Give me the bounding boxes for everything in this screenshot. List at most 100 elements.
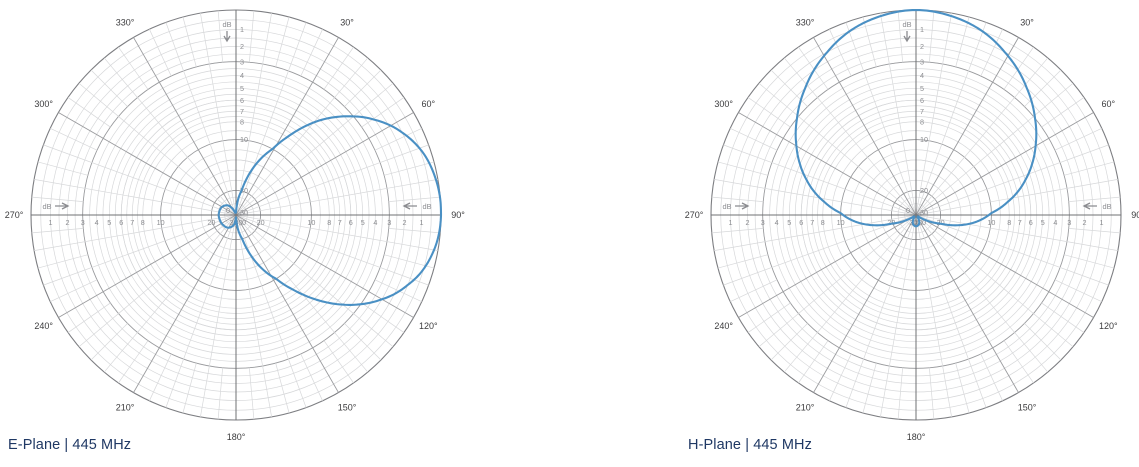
- radial-zero-label: 0: [922, 218, 926, 227]
- radial-tick-label-left: 6: [799, 218, 803, 227]
- radial-tick-label-vertical: 6: [240, 96, 244, 105]
- radial-tick-label-right: 10: [987, 218, 995, 227]
- radial-tick-label-vertical: 30: [920, 208, 928, 217]
- radiation-pattern-trace: [794, 8, 1038, 228]
- radial-tick-label-vertical: 7: [240, 107, 244, 116]
- radial-tick-label-left: 3: [761, 218, 765, 227]
- radial-tick-label-left: 1: [49, 218, 53, 227]
- radial-tick-label-right: 5: [1041, 218, 1045, 227]
- radial-tick-label-vertical: 30: [240, 208, 248, 217]
- e-plane-caption: E-Plane | 445 MHz: [8, 437, 132, 453]
- radial-tick-label-right: 6: [1029, 218, 1033, 227]
- radial-tick-label-right: 30: [235, 218, 243, 227]
- radial-tick-label-right: 5: [361, 218, 365, 227]
- radial-tick-label-left: 4: [95, 218, 99, 227]
- radial-tick-label-right: 6: [349, 218, 353, 227]
- radial-tick-label-left: 5: [787, 218, 791, 227]
- radial-tick-label-right: 1: [420, 218, 424, 227]
- angle-tick-label: 90°: [1131, 210, 1139, 220]
- radial-tick-label-left: 8: [821, 218, 825, 227]
- radial-tick-label-right: 1: [1100, 218, 1104, 227]
- angle-tick-label: 60°: [421, 99, 435, 109]
- radial-tick-label-vertical: 8: [240, 117, 244, 126]
- angle-tick-label: 240°: [714, 321, 733, 331]
- radial-tick-label-left: 4: [775, 218, 779, 227]
- angle-tick-label: 270°: [685, 210, 704, 220]
- angle-tick-label: 330°: [116, 18, 135, 28]
- radial-tick-label-right: 2: [1083, 218, 1087, 227]
- radial-tick-label-left: 2: [746, 218, 750, 227]
- radial-tick-label-left: 6: [119, 218, 123, 227]
- db-axis-label-left: dB: [42, 202, 51, 211]
- radial-tick-label-vertical: 2: [920, 42, 924, 51]
- radial-tick-label-right: 2: [403, 218, 407, 227]
- angle-tick-label: 30°: [340, 18, 354, 28]
- radial-zero-label: 0: [226, 206, 230, 215]
- radial-tick-label-vertical: 4: [240, 71, 244, 80]
- e-plane-polar-svg: 0°30°60°90°120°150°180°210°240°270°300°3…: [5, 9, 465, 440]
- angle-tick-label: 60°: [1101, 99, 1115, 109]
- radial-tick-label-vertical: 20: [920, 186, 928, 195]
- angle-tick-label: 270°: [5, 210, 24, 220]
- angle-tick-label: 180°: [227, 432, 246, 440]
- h-plane-polar-plot: 0°30°60°90°120°150°180°210°240°270°300°3…: [680, 0, 1139, 440]
- radial-tick-label-vertical: 2: [240, 42, 244, 51]
- radial-zero-label: 0: [242, 218, 246, 227]
- angle-tick-label: 120°: [419, 321, 438, 331]
- radial-tick-label-vertical: 20: [240, 186, 248, 195]
- radial-tick-label-vertical: 10: [240, 135, 248, 144]
- radial-tick-label-right: 20: [257, 218, 265, 227]
- radial-tick-label-right: 8: [327, 218, 331, 227]
- radial-tick-label-left: 2: [66, 218, 70, 227]
- db-axis-label-left: dB: [722, 202, 731, 211]
- radial-tick-label-vertical: 4: [920, 71, 924, 80]
- radial-tick-label-right: 8: [1007, 218, 1011, 227]
- radial-tick-label-vertical: 5: [240, 84, 244, 93]
- radial-tick-label-vertical: 3: [240, 57, 244, 66]
- radial-tick-label-vertical: 5: [920, 84, 924, 93]
- radial-zero-label: 0: [906, 206, 910, 215]
- radial-tick-label-left: 10: [837, 218, 845, 227]
- db-axis-arrow-left-icon: [1082, 202, 1097, 210]
- angle-tick-label: 180°: [907, 432, 926, 440]
- radial-tick-label-vertical: 6: [920, 96, 924, 105]
- h-plane-panel: 0°30°60°90°120°150°180°210°240°270°300°3…: [680, 0, 1139, 467]
- radial-tick-label-left: 5: [107, 218, 111, 227]
- db-axis-label-vertical: dB: [902, 20, 911, 29]
- radiation-pattern-trace: [217, 115, 443, 306]
- radial-tick-label-right: 20: [937, 218, 945, 227]
- radial-tick-label-left: 1: [729, 218, 733, 227]
- radial-tick-label-right: 7: [1018, 218, 1022, 227]
- db-axis-arrow-down-icon: [903, 31, 911, 43]
- angle-tick-label: 90°: [451, 210, 465, 220]
- db-axis-arrow-right-icon: [55, 202, 70, 210]
- angle-tick-label: 150°: [338, 402, 357, 412]
- radial-tick-label-right: 3: [1067, 218, 1071, 227]
- angle-tick-label: 330°: [796, 18, 815, 28]
- radial-tick-label-left: 7: [810, 218, 814, 227]
- h-plane-caption: H-Plane | 445 MHz: [688, 437, 812, 453]
- angle-tick-label: 210°: [116, 402, 135, 412]
- angle-tick-label: 300°: [714, 99, 733, 109]
- radial-tick-label-vertical: 1: [920, 25, 924, 34]
- db-axis-label-vertical: dB: [222, 20, 231, 29]
- h-plane-polar-svg: 0°30°60°90°120°150°180°210°240°270°300°3…: [685, 8, 1139, 440]
- radial-tick-label-right: 3: [387, 218, 391, 227]
- radial-tick-label-left: 20: [207, 218, 215, 227]
- radial-tick-label-right: 10: [307, 218, 315, 227]
- db-axis-arrow-left-icon: [402, 202, 417, 210]
- db-axis-arrow-right-icon: [735, 202, 750, 210]
- e-plane-panel: 0°30°60°90°120°150°180°210°240°270°300°3…: [0, 0, 480, 467]
- db-axis-arrow-down-icon: [223, 31, 231, 43]
- radial-tick-label-vertical: 8: [920, 117, 924, 126]
- radial-tick-label-left: 7: [130, 218, 134, 227]
- angle-tick-label: 240°: [34, 321, 53, 331]
- radial-tick-label-left: 30: [230, 218, 238, 227]
- radial-tick-label-vertical: 1: [240, 25, 244, 34]
- angle-tick-label: 150°: [1018, 402, 1037, 412]
- radial-tick-label-left: 10: [157, 218, 165, 227]
- radial-tick-label-vertical: 7: [920, 107, 924, 116]
- db-axis-label-right: dB: [1102, 202, 1111, 211]
- angle-tick-label: 210°: [796, 402, 815, 412]
- angle-tick-label: 300°: [34, 99, 53, 109]
